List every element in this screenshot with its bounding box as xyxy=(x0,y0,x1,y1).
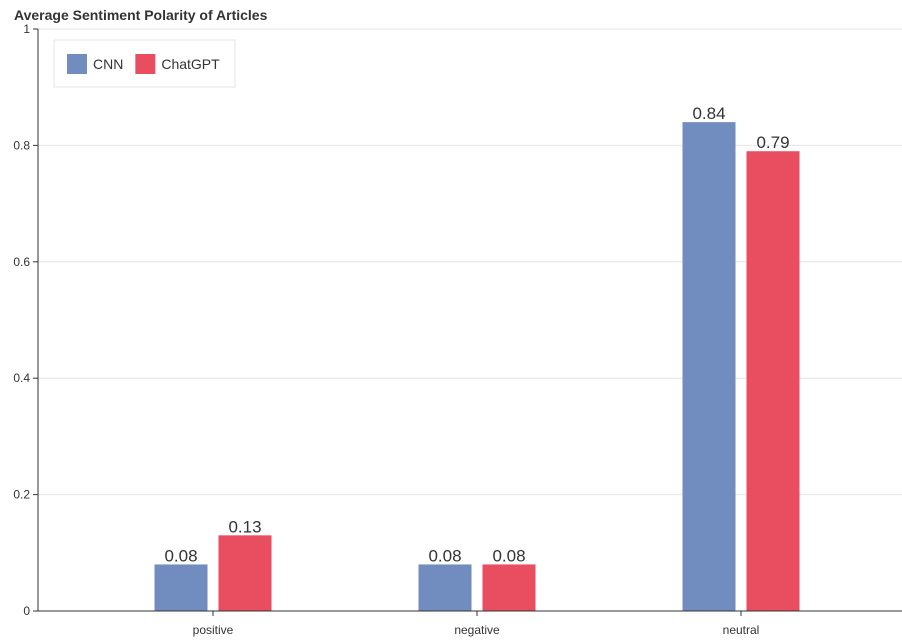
data-label: 0.79 xyxy=(756,133,789,152)
x-tick-label: positive xyxy=(193,623,234,637)
bar xyxy=(682,122,736,612)
data-label: 0.13 xyxy=(228,517,261,536)
y-tick-label: 0 xyxy=(23,604,30,618)
legend-label: CNN xyxy=(93,56,123,72)
y-tick-label: 0.8 xyxy=(13,138,30,152)
axes: 0 0.2 0.4 0.6 0.8 1 positive negative neutral xyxy=(13,22,902,637)
y-tick-label: 0.6 xyxy=(13,255,30,269)
data-label: 0.08 xyxy=(492,546,525,565)
legend-swatch xyxy=(135,54,156,74)
chart-title: Average Sentiment Polarity of Articles xyxy=(14,7,268,23)
data-label: 0.08 xyxy=(428,546,461,565)
x-tick-label: negative xyxy=(454,623,500,637)
y-tick-label: 1 xyxy=(23,22,30,36)
legend: CNN ChatGPT xyxy=(53,39,236,88)
y-tick-label: 0.4 xyxy=(13,371,30,385)
bar xyxy=(154,564,208,611)
x-tick-label: neutral xyxy=(723,623,760,637)
data-label: 0.84 xyxy=(692,104,725,123)
data-label: 0.08 xyxy=(164,546,197,565)
bar xyxy=(482,564,536,611)
legend-swatch xyxy=(67,54,87,74)
bar xyxy=(418,564,472,611)
bar xyxy=(218,535,272,611)
data-labels: 0.08 0.08 0.84 0.13 0.08 0.79 xyxy=(164,104,789,565)
legend-label: ChatGPT xyxy=(161,56,220,72)
bar xyxy=(746,151,800,611)
y-tick-label: 0.2 xyxy=(13,488,30,502)
bars xyxy=(154,122,800,612)
